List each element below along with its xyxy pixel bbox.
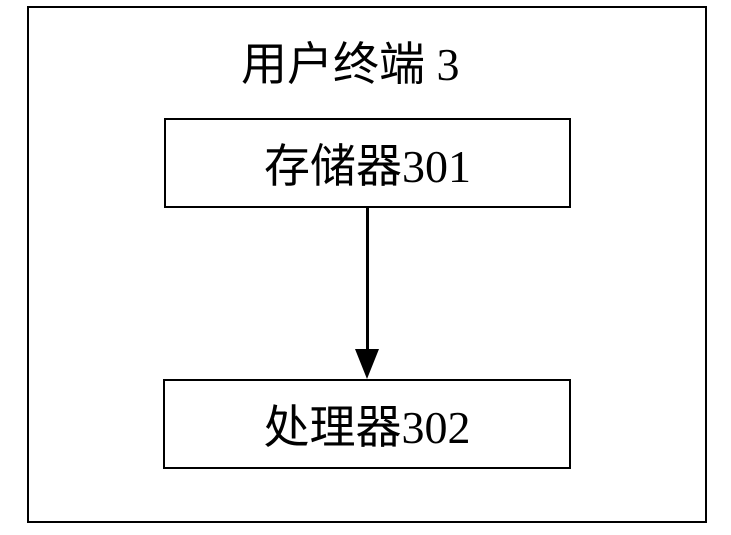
memory-label: 存储器301 — [264, 130, 471, 196]
title-text: 用户终端 3 — [241, 39, 460, 90]
processor-node: 处理器302 — [163, 379, 571, 469]
arrow-line — [366, 208, 369, 349]
processor-label: 处理器302 — [264, 391, 471, 457]
arrow-head-icon — [355, 349, 379, 379]
memory-node: 存储器301 — [164, 118, 571, 208]
diagram-title: 用户终端 3 — [241, 28, 460, 94]
